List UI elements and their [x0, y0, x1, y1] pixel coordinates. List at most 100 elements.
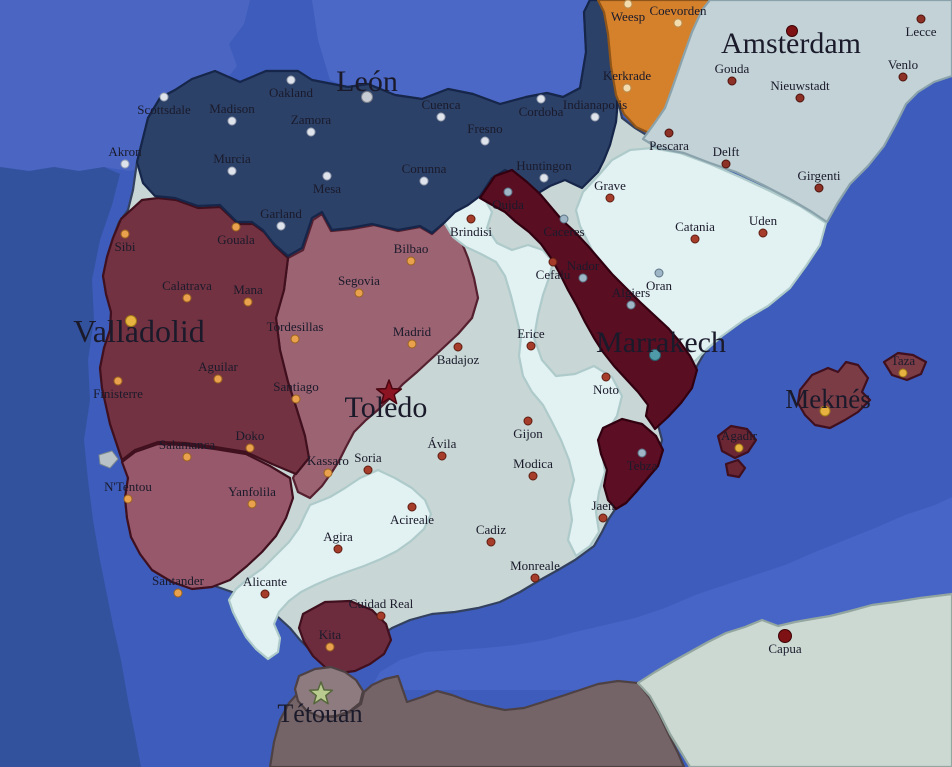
city-dot-murcia[interactable] — [227, 166, 237, 176]
region-marrakech[interactable] — [478, 168, 699, 431]
region-label-t-touan: Tétouan — [277, 699, 362, 728]
city-dot-capua[interactable] — [778, 629, 792, 643]
city-dot-erice[interactable] — [526, 341, 536, 351]
city-label-oujda: Oujda — [492, 197, 524, 212]
city-dot-mesa[interactable] — [322, 171, 332, 181]
city-dot-modica[interactable] — [528, 471, 538, 481]
city-dot-tebza[interactable] — [637, 448, 647, 458]
city-dot-pescara[interactable] — [664, 128, 674, 138]
city-dot-nieuwstadt[interactable] — [795, 93, 805, 103]
region-pale-south[interactable] — [227, 468, 433, 661]
city-label-cuidad-real: Cuidad Real — [349, 596, 414, 611]
city-dot-madrid[interactable] — [407, 339, 417, 349]
city-dot-cadiz[interactable] — [486, 537, 496, 547]
city-dot-weesp[interactable] — [623, 0, 633, 9]
city-dot-venlo[interactable] — [898, 72, 908, 82]
city-dot-fresno[interactable] — [480, 136, 490, 146]
city-dot-indianapolis[interactable] — [590, 112, 600, 122]
city-dot-le-n[interactable] — [361, 91, 373, 103]
region-ibiza-islet[interactable] — [724, 458, 747, 479]
city-dot-bilbao[interactable] — [406, 256, 416, 266]
region-menorca-taza[interactable] — [882, 351, 928, 382]
region-ibiza-agadir[interactable] — [716, 424, 758, 460]
city-dot-kerkrade[interactable] — [622, 83, 632, 93]
city-dot-noto[interactable] — [601, 372, 611, 382]
city-dot--vila[interactable] — [437, 451, 447, 461]
city-dot-uden[interactable] — [758, 228, 768, 238]
region-pale-strip[interactable] — [442, 188, 624, 558]
city-dot-cuenca[interactable] — [436, 112, 446, 122]
city-label-fresno: Fresno — [467, 121, 502, 136]
city-dot-brindisi[interactable] — [466, 214, 476, 224]
city-label-madison: Madison — [209, 101, 255, 116]
city-label-uden: Uden — [749, 213, 778, 228]
city-dot-corunna[interactable] — [419, 176, 429, 186]
region-capua-block[interactable] — [636, 592, 952, 767]
city-dot-soria[interactable] — [363, 465, 373, 475]
city-dot-garland[interactable] — [276, 221, 286, 231]
city-dot-aguilar[interactable] — [213, 374, 223, 384]
city-dot-catania[interactable] — [690, 234, 700, 244]
region-valladolid-south[interactable] — [120, 442, 295, 591]
city-dot-taza[interactable] — [898, 368, 908, 378]
region-mallorca-meknes[interactable] — [796, 360, 872, 430]
city-dot-oujda[interactable] — [503, 187, 513, 197]
region-tebza-enclave[interactable] — [596, 417, 665, 511]
city-dot-lecce[interactable] — [916, 14, 926, 24]
city-dot-amsterdam[interactable] — [786, 25, 798, 37]
city-dot-mekn-s[interactable] — [819, 405, 831, 417]
city-dot-delft[interactable] — [721, 159, 731, 169]
region-amsterdam[interactable] — [641, 0, 952, 224]
city-dot-oran[interactable] — [654, 268, 664, 278]
city-dot-calatrava[interactable] — [182, 293, 192, 303]
city-dot-n-tentou[interactable] — [123, 494, 133, 504]
city-dot-valladolid[interactable] — [125, 315, 137, 327]
city-dot-scottsdale[interactable] — [159, 92, 169, 102]
city-dot-madison[interactable] — [227, 116, 237, 126]
city-label-salamanca: Salamanca — [159, 437, 216, 452]
city-label-erice: Erice — [517, 326, 545, 341]
city-dot-yanfolila[interactable] — [247, 499, 257, 509]
city-dot-cordoba[interactable] — [536, 94, 546, 104]
city-dot-zamora[interactable] — [306, 127, 316, 137]
city-dot-girgenti[interactable] — [814, 183, 824, 193]
city-dot-caceres[interactable] — [559, 214, 569, 224]
city-dot-finisterre[interactable] — [113, 376, 123, 386]
city-dot-acireale[interactable] — [407, 502, 417, 512]
city-dot-nador[interactable] — [578, 273, 588, 283]
region-valladolid[interactable] — [98, 196, 311, 476]
city-dot-algiers[interactable] — [626, 300, 636, 310]
city-dot-agira[interactable] — [333, 544, 343, 554]
city-dot-monreale[interactable] — [530, 573, 540, 583]
city-dot-grave[interactable] — [605, 193, 615, 203]
city-dot-oakland[interactable] — [286, 75, 296, 85]
city-dot-kita[interactable] — [325, 642, 335, 652]
region-label-toledo: Toledo — [345, 391, 428, 424]
city-dot-marrakech[interactable] — [649, 349, 661, 361]
city-dot-akron[interactable] — [120, 159, 130, 169]
city-dot-santiago[interactable] — [291, 394, 301, 404]
city-dot-salamanca[interactable] — [182, 452, 192, 462]
city-dot-agadir[interactable] — [734, 443, 744, 453]
city-dot-doko[interactable] — [245, 443, 255, 453]
city-dot-cefalu[interactable] — [548, 257, 558, 267]
city-dot-jaen[interactable] — [598, 513, 608, 523]
city-dot-santander[interactable] — [173, 588, 183, 598]
city-dot-badajoz[interactable] — [453, 342, 463, 352]
city-dot-sibi[interactable] — [120, 229, 130, 239]
city-dot-kassaro[interactable] — [323, 468, 333, 478]
city-dot-gijon[interactable] — [523, 416, 533, 426]
region-kita-patch[interactable] — [297, 599, 393, 675]
city-dot-mana[interactable] — [243, 297, 253, 307]
city-dot-gouda[interactable] — [727, 76, 737, 86]
city-dot-segovia[interactable] — [354, 288, 364, 298]
region-leon[interactable] — [135, 0, 620, 258]
city-dot-tordesillas[interactable] — [290, 334, 300, 344]
city-dot-cuidad-real[interactable] — [376, 611, 386, 621]
city-dot-coevorden[interactable] — [673, 18, 683, 28]
city-dot-alicante[interactable] — [260, 589, 270, 599]
city-dot-gouala[interactable] — [231, 222, 241, 232]
city-dot-huntingon[interactable] — [539, 173, 549, 183]
city-label-delft: Delft — [713, 144, 740, 159]
